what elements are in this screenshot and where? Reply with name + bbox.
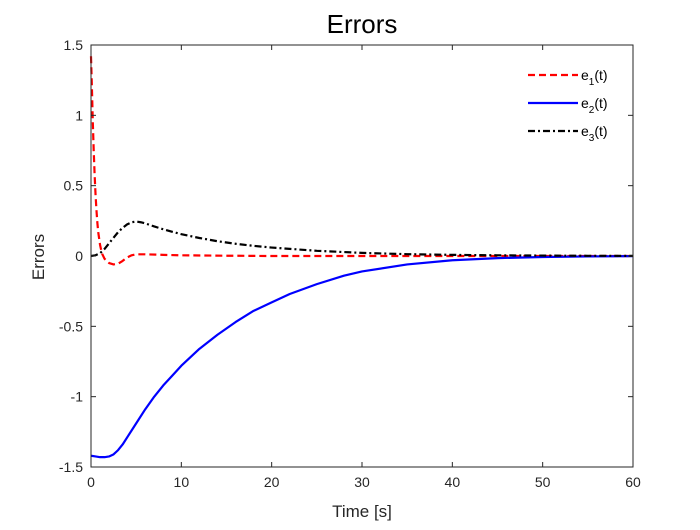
x-tick-label: 0 [87, 474, 95, 490]
y-tick-label: 1.5 [64, 37, 84, 53]
x-tick-label: 20 [264, 474, 280, 490]
chart-title: Errors [327, 9, 398, 39]
x-axis: 0 10 20 30 40 50 60 [87, 45, 641, 490]
legend-label-e1: e1(t) [581, 67, 608, 88]
y-tick-label: -0.5 [59, 318, 83, 334]
legend: e1(t) e2(t) e3(t) [528, 67, 608, 144]
x-tick-label: 10 [174, 474, 190, 490]
x-axis-label: Time [s] [332, 502, 392, 521]
y-tick-label: -1.5 [59, 459, 83, 475]
series-line-e3 [90, 220, 634, 258]
x-tick-label: 30 [354, 474, 370, 490]
legend-label-e2: e2(t) [581, 95, 608, 116]
x-tick-label: 40 [445, 474, 461, 490]
plot-area [89, 44, 634, 468]
series-line-e1 [89, 56, 633, 266]
x-tick-label: 60 [625, 474, 641, 490]
y-tick-label: 0 [75, 248, 83, 264]
y-axis-label: Errors [29, 234, 48, 280]
y-tick-label: -1 [71, 389, 84, 405]
legend-label-e3: e3(t) [581, 123, 608, 144]
series-line-e2 [90, 255, 634, 459]
y-axis: -1.5 -1 -0.5 0 0.5 1 1.5 [59, 37, 633, 475]
x-tick-label: 50 [535, 474, 551, 490]
y-tick-label: 0.5 [64, 178, 84, 194]
y-tick-label: 1 [75, 107, 83, 123]
